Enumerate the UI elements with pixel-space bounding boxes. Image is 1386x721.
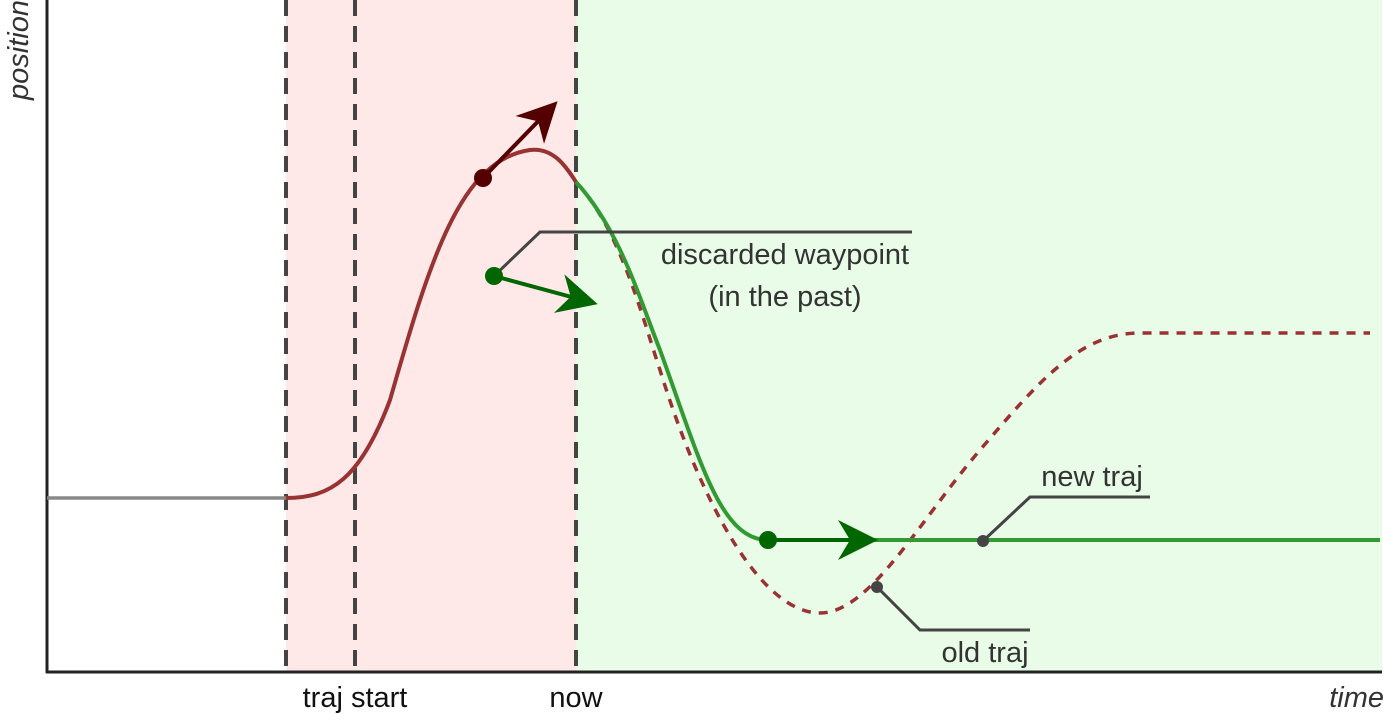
future-region [576, 0, 1382, 672]
traj-start-label: traj start [303, 682, 408, 714]
discarded-waypoint-velocity-arrow [493, 274, 598, 313]
old-waypoint-velocity-arrow [481, 101, 558, 180]
old-traj-label: old traj [941, 637, 1028, 669]
old-traj-callout-line [875, 585, 1030, 632]
discarded-callout-line [492, 230, 912, 278]
new-traj-callout-line [981, 495, 1150, 543]
past-region [286, 0, 576, 672]
discarded-waypoint-dot [485, 267, 503, 285]
old-trajectory-future [574, 180, 1370, 615]
old-traj-callout-dot [871, 581, 883, 593]
new-trajectory [574, 180, 1380, 542]
discarded-waypoint-sublabel: (in the past) [708, 281, 861, 313]
x-axis-label: time [1329, 682, 1384, 714]
new-waypoint-dot [759, 531, 777, 549]
new-traj-callout-dot [977, 535, 989, 547]
discarded-waypoint-label: discarded waypoint [661, 239, 909, 271]
new-traj-label: new traj [1041, 461, 1143, 493]
y-axis-label: position [3, 0, 35, 101]
now-label: now [549, 682, 603, 714]
old-trajectory-past [285, 147, 578, 500]
old-waypoint-dot [474, 169, 492, 187]
